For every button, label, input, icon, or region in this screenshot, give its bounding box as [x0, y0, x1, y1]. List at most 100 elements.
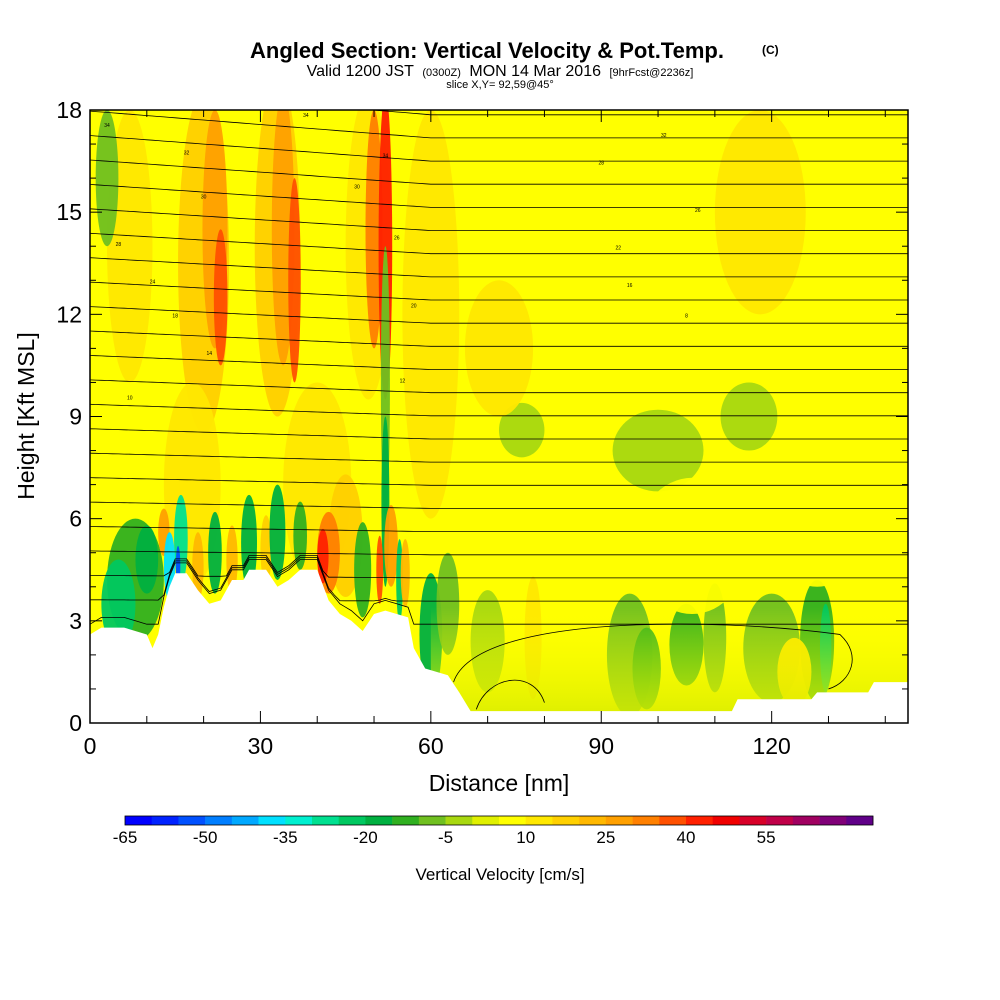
- velocity-cell-37: [400, 539, 410, 608]
- isentrope-line: [90, 110, 908, 139]
- colorbar-tick-label: 25: [596, 828, 615, 847]
- isentrope-line: [90, 428, 908, 440]
- isentrope-label: 14: [207, 351, 213, 357]
- colorbar-swatch: [686, 816, 714, 825]
- isentrope-label: 34: [104, 123, 110, 129]
- velocity-cell-57: [822, 365, 891, 502]
- x-tick-label: 60: [418, 733, 444, 759]
- colorbar-tick-label: -50: [193, 828, 218, 847]
- colorbar-swatch: [846, 816, 874, 825]
- colorbar-swatch: [392, 816, 420, 825]
- velocity-cell-2: [213, 229, 228, 366]
- isentrope-contours: [90, 110, 908, 710]
- colorbar-tick-label: -35: [273, 828, 298, 847]
- isentrope-line: [90, 257, 908, 278]
- colorbar-swatch: [258, 816, 286, 825]
- velocity-cell-20: [376, 535, 384, 604]
- velocity-cell-13: [95, 110, 119, 247]
- colorbar-tick-label: 10: [516, 828, 535, 847]
- y-tick-label: 6: [69, 506, 82, 532]
- colorbar-swatch: [125, 816, 153, 825]
- colorbar-swatch: [312, 816, 340, 825]
- colorbar-swatch: [499, 816, 527, 825]
- colorbar-swatch: [819, 816, 847, 825]
- isentrope-label: 20: [411, 304, 417, 310]
- isentrope-label: 32: [661, 133, 667, 139]
- velocity-cell-22: [101, 559, 136, 649]
- velocity-cell-52: [635, 477, 749, 615]
- colorbar-tick-label: -65: [113, 828, 138, 847]
- x-tick-label: 0: [84, 733, 97, 759]
- velocity-cell-58: [544, 110, 659, 349]
- colorbar-swatch: [445, 816, 473, 825]
- isentrope-low-contour: [453, 623, 853, 690]
- isentrope-label: 24: [150, 280, 156, 286]
- isentrope-low-contour-small: [475, 679, 545, 710]
- y-tick-label: 9: [69, 404, 82, 430]
- velocity-cell-59: [714, 110, 806, 315]
- isentrope-line: [90, 306, 908, 324]
- isentrope-line: [90, 184, 908, 208]
- terrain-mask: [90, 569, 908, 723]
- chart-subtitle: Valid 1200 JST (0300Z) MON 14 Mar 2016 […: [307, 63, 694, 80]
- isentrope-line: [90, 403, 908, 417]
- isentrope-line: [90, 159, 908, 185]
- velocity-field: [95, 110, 908, 723]
- colorbar-tick-label: 55: [757, 828, 776, 847]
- colorbar-swatch: [552, 816, 580, 825]
- y-tick-label: 0: [69, 710, 82, 736]
- colorbar-swatch: [418, 816, 446, 825]
- velocity-cell-55: [538, 433, 596, 502]
- isentrope-label: 32: [184, 150, 190, 156]
- isentrope-label: 34: [383, 154, 389, 160]
- isentrope-label: 28: [598, 160, 604, 166]
- velocity-cell-18: [317, 528, 329, 584]
- velocity-cell-11: [402, 110, 460, 519]
- colorbar-swatch: [205, 816, 233, 825]
- velocity-cell-7: [365, 110, 383, 349]
- isentrope-line: [90, 452, 908, 463]
- colorbar-frame: [124, 815, 874, 826]
- colorbar-swatch: [605, 816, 633, 825]
- colorbar-swatch: [231, 816, 259, 825]
- y-tick-label: 18: [56, 97, 82, 123]
- isentrope-line: [90, 550, 908, 556]
- colorbar-tick-label: -5: [438, 828, 453, 847]
- velocity-cell-34: [293, 501, 307, 570]
- isentrope-line: [90, 355, 908, 370]
- x-axis-label: Distance [nm]: [429, 770, 570, 796]
- velocity-cell-51: [612, 409, 704, 492]
- x-tick-label: 120: [752, 733, 790, 759]
- velocity-cell-23: [135, 525, 159, 594]
- velocity-cell-54: [499, 402, 545, 458]
- y-axis-label: Height [Kft MSL]: [13, 332, 39, 499]
- isentrope-label: 34: [303, 113, 309, 119]
- isentrope-line: [90, 330, 908, 347]
- isentrope-line: [90, 559, 908, 625]
- colorbar-swatch: [525, 816, 553, 825]
- colorbar-swatch: [712, 816, 740, 825]
- x-tick-label: 90: [588, 733, 614, 759]
- colorbar-swatch: [285, 816, 313, 825]
- isentrope-label: 22: [616, 246, 622, 252]
- isentrope-label: 10: [127, 395, 133, 401]
- colorbar-swatch: [792, 816, 820, 825]
- plot-area: 34 34 34 32 32 30 30 28 28 26 26 24 22 20 18 16 14 12 10 8: [90, 110, 908, 723]
- velocity-cell-35: [354, 522, 372, 618]
- velocity-cell-33: [269, 484, 286, 580]
- isentrope-line: [90, 555, 908, 579]
- colorbar-tick-label: 40: [677, 828, 696, 847]
- colorbar-swatch: [766, 816, 794, 825]
- colorbar-swatch: [632, 816, 660, 825]
- isentrope-label: 26: [695, 208, 701, 214]
- velocity-cell-53: [771, 484, 863, 587]
- y-axis: 0 3 6 9 12 15 18: [56, 97, 908, 736]
- isentrope-line: [90, 477, 908, 486]
- y-tick-label: 3: [69, 608, 82, 634]
- chart-title-suffix: (C): [762, 43, 779, 57]
- isentrope-labels: 34 34 34 32 32 30 30 28 28 26 26 24 22 20 18 16 14 12 10 8: [104, 113, 701, 402]
- slice-label: slice X,Y= 92,59@45°: [446, 79, 554, 91]
- velocity-cell-61: [783, 280, 852, 383]
- colorbar-label: Vertical Velocity [cm/s]: [415, 865, 584, 884]
